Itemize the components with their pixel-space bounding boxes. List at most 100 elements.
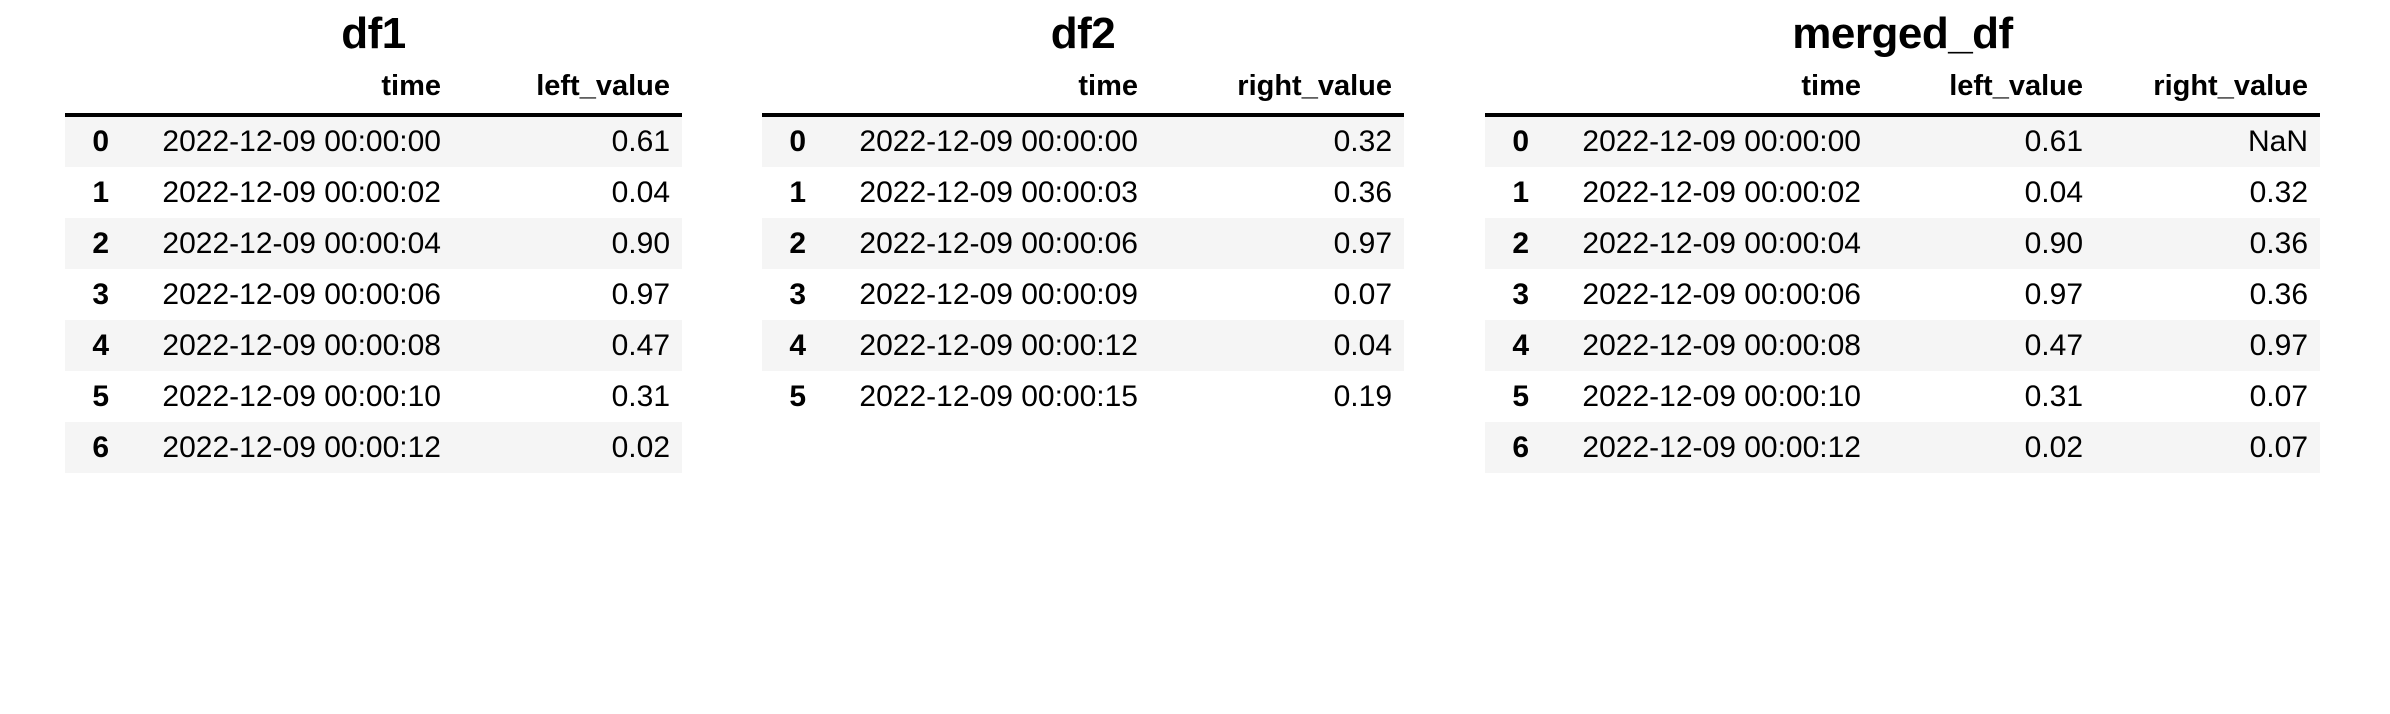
cell-time: 2022-12-09 00:00:00 (162, 125, 441, 158)
cell-time: 2022-12-09 00:00:00 (859, 125, 1138, 158)
dataframe-block-df1: df1 time left_value 0 2022-12-09 00:00:0… (65, 0, 682, 473)
dataframe-body-df2: 0 2022-12-09 00:00:00 0.32 1 2022-12-09 … (762, 115, 1404, 422)
dataframe-head-merged-df: time left_value right_value (1485, 64, 2320, 117)
cell-left-value: 0.04 (2024, 175, 2083, 209)
cell-left-value: 0.02 (611, 430, 670, 464)
cell-time: 2022-12-09 00:00:02 (1582, 175, 1861, 209)
column-header-index (1485, 64, 1543, 117)
table-row: 0 2022-12-09 00:00:00 0.32 (762, 115, 1404, 167)
cell-time: 2022-12-09 00:00:09 (859, 277, 1138, 311)
row-index: 1 (1512, 175, 1529, 209)
dataframe-title-df2: df2 (1050, 9, 1116, 58)
column-header-time: time (1543, 64, 1873, 117)
column-header-time: time (820, 64, 1150, 117)
table-row: 5 2022-12-09 00:00:10 0.31 0.07 (1485, 371, 2320, 422)
row-index: 0 (92, 125, 109, 158)
table-row: 0 2022-12-09 00:00:00 0.61 (65, 115, 682, 167)
cell-time: 2022-12-09 00:00:08 (162, 328, 441, 362)
cell-right-value: NaN (2247, 125, 2308, 158)
column-header-left-value: left_value (453, 64, 682, 117)
cell-time: 2022-12-09 00:00:06 (859, 226, 1138, 260)
dataframe-title-df1: df1 (341, 9, 406, 58)
row-index: 3 (1512, 277, 1529, 311)
table-row: 2 2022-12-09 00:00:06 0.97 (762, 218, 1404, 269)
row-index: 4 (1512, 328, 1529, 362)
cell-left-value: 0.31 (611, 379, 670, 413)
table-row: 5 2022-12-09 00:00:15 0.19 (762, 371, 1404, 422)
cell-right-value: 0.19 (1333, 379, 1392, 413)
table-row: 1 2022-12-09 00:00:03 0.36 (762, 167, 1404, 218)
table-row: 3 2022-12-09 00:00:06 0.97 0.36 (1485, 269, 2320, 320)
cell-right-value: 0.07 (1333, 277, 1392, 311)
cell-left-value: 0.47 (2024, 328, 2083, 362)
dataframe-head-df1: time left_value (65, 64, 682, 117)
dataframe-block-merged-df: merged_df time left_value right_value 0 … (1485, 0, 2320, 473)
table-row: 4 2022-12-09 00:00:12 0.04 (762, 320, 1404, 371)
cell-left-value: 0.97 (2024, 277, 2083, 311)
table-row: 4 2022-12-09 00:00:08 0.47 0.97 (1485, 320, 2320, 371)
dataframe-head-df2: time right_value (762, 64, 1404, 117)
cell-time: 2022-12-09 00:00:12 (162, 430, 441, 464)
row-index: 5 (1512, 379, 1529, 413)
cell-time: 2022-12-09 00:00:12 (1582, 430, 1861, 464)
column-header-right-value: right_value (2095, 64, 2320, 117)
table-row: 5 2022-12-09 00:00:10 0.31 (65, 371, 682, 422)
column-header-index (65, 64, 123, 117)
cell-left-value: 0.90 (2024, 226, 2083, 260)
table-row: 6 2022-12-09 00:00:12 0.02 (65, 422, 682, 473)
cell-right-value: 0.36 (2249, 226, 2308, 260)
cell-right-value: 0.07 (2249, 430, 2308, 464)
table-row: 2 2022-12-09 00:00:04 0.90 (65, 218, 682, 269)
table-row: 3 2022-12-09 00:00:09 0.07 (762, 269, 1404, 320)
table-row: 4 2022-12-09 00:00:08 0.47 (65, 320, 682, 371)
column-header-index (762, 64, 820, 117)
cell-left-value: 0.90 (611, 226, 670, 260)
cell-time: 2022-12-09 00:00:15 (859, 379, 1138, 413)
header-row: time left_value right_value (1485, 64, 2320, 117)
dataframe-table-df2: time right_value 0 2022-12-09 00:00:00 0… (762, 64, 1404, 422)
column-header-right-value: right_value (1150, 64, 1404, 117)
row-index: 6 (92, 430, 109, 464)
row-index: 0 (789, 125, 806, 158)
table-row: 6 2022-12-09 00:00:12 0.02 0.07 (1485, 422, 2320, 473)
row-index: 5 (92, 379, 109, 413)
cell-time: 2022-12-09 00:00:06 (162, 277, 441, 311)
dataframe-table-df1: time left_value 0 2022-12-09 00:00:00 0.… (65, 64, 682, 473)
row-index: 2 (1512, 226, 1529, 260)
cell-right-value: 0.04 (1333, 328, 1392, 362)
dataframe-table-merged-df: time left_value right_value 0 2022-12-09… (1485, 64, 2320, 473)
cell-left-value: 0.97 (611, 277, 670, 311)
row-index: 0 (1512, 125, 1529, 158)
row-index: 1 (789, 175, 806, 209)
row-index: 3 (92, 277, 109, 311)
row-index: 4 (789, 328, 806, 362)
cell-right-value: 0.07 (2249, 379, 2308, 413)
cell-right-value: 0.32 (1333, 125, 1392, 158)
cell-time: 2022-12-09 00:00:02 (162, 175, 441, 209)
dataframe-block-df2: df2 time right_value 0 2022-12-09 00:00:… (762, 0, 1404, 422)
table-row: 3 2022-12-09 00:00:06 0.97 (65, 269, 682, 320)
dataframe-title-merged-df: merged_df (1792, 9, 2013, 58)
dataframe-body-merged-df: 0 2022-12-09 00:00:00 0.61 NaN 1 2022-12… (1485, 115, 2320, 473)
cell-time: 2022-12-09 00:00:03 (859, 175, 1138, 209)
cell-left-value: 0.04 (611, 175, 670, 209)
cell-time: 2022-12-09 00:00:04 (162, 226, 441, 260)
cell-left-value: 0.47 (611, 328, 670, 362)
cell-time: 2022-12-09 00:00:12 (859, 328, 1138, 362)
row-index: 2 (789, 226, 806, 260)
header-row: time left_value (65, 64, 682, 117)
cell-right-value: 0.36 (2249, 277, 2308, 311)
row-index: 3 (789, 277, 806, 311)
cell-right-value: 0.32 (2249, 175, 2308, 209)
cell-time: 2022-12-09 00:00:06 (1582, 277, 1861, 311)
row-index: 5 (789, 379, 806, 413)
column-header-left-value: left_value (1873, 64, 2095, 117)
cell-time: 2022-12-09 00:00:10 (1582, 379, 1861, 413)
dataframe-body-df1: 0 2022-12-09 00:00:00 0.61 1 2022-12-09 … (65, 115, 682, 473)
cell-time: 2022-12-09 00:00:04 (1582, 226, 1861, 260)
cell-left-value: 0.02 (2024, 430, 2083, 464)
row-index: 4 (92, 328, 109, 362)
row-index: 1 (92, 175, 109, 209)
cell-left-value: 0.61 (611, 125, 670, 158)
